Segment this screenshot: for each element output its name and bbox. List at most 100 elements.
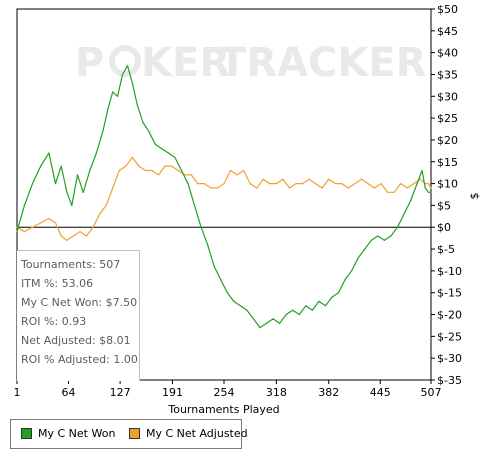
watermark-text-right: TRACKER [219,40,427,86]
series-point-my-c-net-adjusted [393,191,395,193]
series-point-my-c-net-adjusted [151,169,153,172]
series-point-my-c-net-adjusted [400,183,402,185]
series-point-my-c-net-won [16,231,18,233]
series-point-my-c-net-adjusted [60,235,62,237]
x-tick-label: 507 [421,386,442,399]
series-point-my-c-net-adjusted [164,165,166,167]
x-tick-label: 382 [318,386,339,399]
series-point-my-c-net-won [427,191,430,193]
series-point-my-c-net-won [154,143,156,145]
series-point-my-c-net-adjusted [197,183,199,185]
series-point-my-c-net-adjusted [229,169,232,172]
series-point-my-c-net-adjusted [210,187,212,189]
series-point-my-c-net-adjusted [430,187,432,189]
series-point-my-c-net-won [174,156,176,158]
series-point-my-c-net-adjusted [301,183,304,185]
legend-label-net-won: My C Net Won [38,427,116,440]
legend-label-net-adjusted: My C Net Adjusted [146,427,248,440]
series-point-my-c-net-won [187,183,189,185]
stat-itm: ITM %: 53.06 [21,277,94,290]
watermark: P KER TRACKER [75,40,427,86]
series-point-my-c-net-won [23,204,25,206]
series-point-my-c-net-adjusted [354,183,356,185]
series-point-my-c-net-won [40,165,42,167]
series-point-my-c-net-won [117,95,119,97]
x-tick-label: 445 [370,386,391,399]
y-tick-label: $-20 [437,309,462,322]
series-point-my-c-net-adjusted [347,187,349,189]
series-point-my-c-net-adjusted [341,183,343,185]
y-tick-label: $-10 [437,265,462,278]
x-tick-label: 64 [62,386,76,399]
series-point-my-c-net-adjusted [262,178,264,180]
y-tick-label: $20 [437,134,458,147]
x-tick-label: 127 [110,386,131,399]
series-line-my-c-net-won [16,65,431,329]
series-point-my-c-net-won [377,235,379,237]
y-tick-label: $30 [437,90,458,103]
series-point-my-c-net-won [364,248,366,250]
series-point-my-c-net-won [193,204,196,206]
series-point-my-c-net-adjusted [99,213,101,215]
y-tick-label: $50 [437,3,458,16]
y-tick-label: $-30 [437,352,462,365]
series-point-my-c-net-adjusted [387,191,389,193]
series-point-my-c-net-won [220,279,222,281]
series-point-my-c-net-adjusted [85,235,88,237]
series-point-my-c-net-adjusted [16,226,18,228]
series-point-my-c-net-won [107,108,109,110]
series-point-my-c-net-won [167,152,169,154]
series-point-my-c-net-adjusted [92,226,94,228]
series-point-my-c-net-adjusted [144,169,147,172]
series-point-my-c-net-won [396,226,399,228]
series-point-my-c-net-adjusted [256,187,258,189]
series-point-my-c-net-adjusted [190,174,192,176]
series-point-my-c-net-won [131,82,133,84]
stat-net-won: My C Net Won: $7.50 [21,296,138,309]
series-point-my-c-net-won [102,130,104,132]
series-point-my-c-net-won [82,191,84,193]
y-tick-label: $-25 [437,330,462,343]
series-point-my-c-net-won [233,300,235,302]
series-point-my-c-net-won [200,226,202,228]
series-point-my-c-net-won [424,187,426,189]
series-point-my-c-net-adjusted [31,226,34,228]
series-point-my-c-net-adjusted [236,174,238,176]
series-point-my-c-net-adjusted [321,187,323,189]
series-point-my-c-net-won [337,292,340,294]
series-point-my-c-net-won [66,191,68,193]
series-point-my-c-net-won [148,130,150,132]
stat-roi-adjusted: ROI % Adjusted: 1.00 [21,353,138,366]
y-tick-label: $10 [437,178,458,191]
series-point-my-c-net-won [259,327,261,329]
series-point-my-c-net-won [403,213,405,215]
series-point-my-c-net-adjusted [138,165,140,167]
legend-item-net-adjusted[interactable]: My C Net Adjusted [129,427,248,440]
series-point-my-c-net-won [331,296,333,298]
series-point-my-c-net-adjusted [105,204,107,206]
y-tick-label: $-5 [437,243,455,256]
series-point-my-c-net-won [279,322,281,324]
series-point-my-c-net-won [318,300,320,302]
series-point-my-c-net-won [142,121,144,124]
series-point-my-c-net-adjusted [328,178,330,180]
legend-item-net-won[interactable]: My C Net Won [21,427,115,440]
series-point-my-c-net-won [430,191,432,193]
series-point-my-c-net-won [239,305,241,307]
series-point-my-c-net-won [246,309,248,311]
series-point-my-c-net-won [265,322,268,324]
series-point-my-c-net-adjusted [125,165,127,167]
series-point-my-c-net-won [76,174,79,176]
series-point-my-c-net-won [272,318,274,320]
series-point-my-c-net-adjusted [373,187,376,189]
series-point-my-c-net-won [421,169,423,172]
series-point-my-c-net-adjusted [48,217,50,220]
series-point-my-c-net-won [213,265,215,268]
series-point-my-c-net-won [298,313,300,316]
series-point-my-c-net-won [324,305,327,307]
series-point-my-c-net-adjusted [295,183,297,185]
series-point-my-c-net-won [252,318,255,320]
series-point-my-c-net-won [311,309,313,311]
y-axis-title: $ [468,193,481,200]
